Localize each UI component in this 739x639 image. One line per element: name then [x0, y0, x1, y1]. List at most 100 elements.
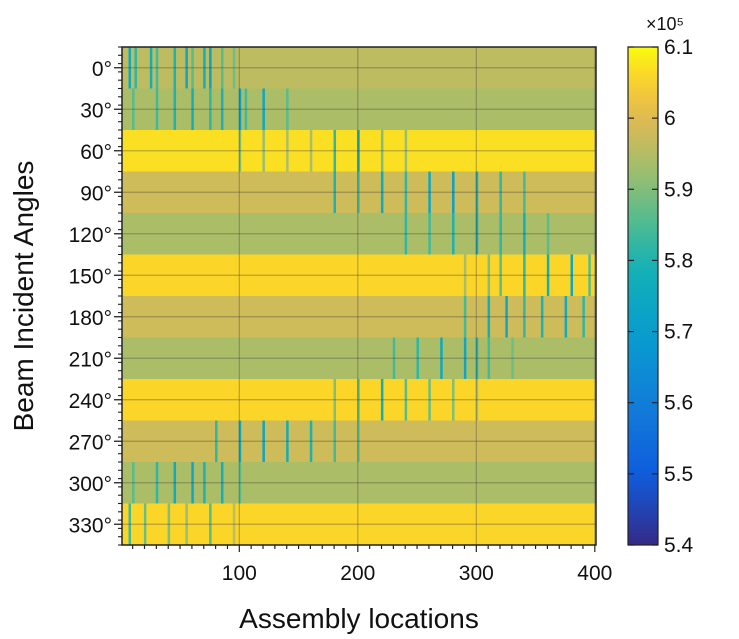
heatmap-cell [570, 254, 574, 296]
heatmap-cell [191, 88, 194, 130]
y-axis-ticks: 0° 30° 60° 90° 120° 150° 180° 210° 240° 270° 300° 3… [69, 46, 122, 546]
heatmap-cell [523, 213, 526, 255]
y-axis-label: Beam Incident Angles [8, 161, 39, 432]
colorbar [627, 46, 659, 546]
heatmap-cell [440, 337, 443, 379]
heatmap-cell [540, 296, 544, 338]
colorbar-ticks: 5.4 5.5 5.6 5.7 5.8 5.9 6 6.1 [628, 36, 694, 557]
heatmap-cell [209, 88, 212, 130]
heatmap-cell [333, 379, 337, 421]
heatmap-cell [191, 47, 194, 89]
heatmap-row [122, 254, 596, 296]
heatmap-cell [380, 171, 384, 213]
x-tick-label: 300 [459, 562, 494, 585]
heatmap-cell [582, 296, 585, 338]
heatmap-cell [262, 88, 265, 130]
colorbar-tick-label: 5.5 [664, 463, 693, 486]
colorbar-tick-label: 6 [664, 107, 676, 130]
heatmap-cell [523, 254, 526, 296]
heatmap-cell [309, 420, 313, 462]
y-tick-label: 330° [69, 514, 112, 537]
heatmap-cell [505, 296, 508, 338]
heatmap-cell [487, 254, 491, 296]
heatmap-cell [238, 420, 242, 462]
heatmap-cell [564, 296, 568, 338]
heatmap-cell [404, 379, 408, 421]
heatmap-cell [404, 171, 408, 213]
heatmap-cell [286, 88, 289, 130]
heatmap-cell [475, 337, 479, 379]
heatmap-cell [128, 503, 132, 545]
heatmap-cell [155, 88, 159, 130]
heatmap-cell [333, 420, 337, 462]
colorbar-tick-label: 5.7 [664, 321, 693, 344]
heatmap-cell [523, 296, 526, 338]
heatmap-row [122, 47, 596, 89]
heatmap-cell [475, 213, 479, 255]
heatmap-cell [463, 337, 467, 379]
heatmap-cell [499, 254, 502, 296]
heatmap-cell [209, 47, 212, 89]
heatmap-cell [428, 213, 431, 255]
heatmap-cell [167, 503, 171, 545]
heatmap-cell [487, 296, 491, 338]
heatmap-cell [286, 420, 289, 462]
x-tick-label: 100 [222, 562, 257, 585]
heatmap-cell [238, 462, 242, 504]
heatmap-cell [428, 171, 431, 213]
heatmap-cell [286, 130, 289, 172]
colorbar-tick-label: 6.1 [664, 36, 693, 59]
heatmap-cell [380, 379, 384, 421]
x-tick-label: 400 [577, 562, 612, 585]
y-tick-label: 30° [80, 99, 112, 122]
heatmap-cell [588, 254, 591, 296]
heatmap-cell [132, 88, 135, 130]
heatmap-cell [333, 171, 337, 213]
heatmap-cell [173, 88, 177, 130]
heatmap-cells [122, 47, 596, 545]
heatmap-row [122, 213, 596, 255]
heatmap-cell [203, 47, 206, 89]
heatmap-cell [232, 503, 236, 545]
heatmap-cell [499, 171, 502, 213]
heatmap-cell [452, 379, 455, 421]
heatmap-cell [128, 47, 132, 89]
heatmap-row [122, 88, 596, 130]
heatmap-cell [173, 462, 177, 504]
y-tick-label: 240° [69, 390, 112, 413]
heatmap-cell [209, 503, 212, 545]
heatmap-cell [546, 213, 550, 255]
heatmap-cell [215, 420, 218, 462]
x-tick-label: 200 [340, 562, 375, 585]
heatmap-cell [220, 462, 224, 504]
heatmap-cell [134, 47, 137, 89]
heatmap-cell [185, 47, 188, 89]
heatmap-cell [143, 503, 147, 545]
y-tick-label: 180° [69, 307, 112, 330]
colorbar-tick-label: 5.8 [664, 249, 693, 272]
heatmap-cell [220, 88, 224, 130]
heatmap-cell [463, 254, 467, 296]
heatmap-cell [238, 88, 242, 130]
y-tick-label: 120° [69, 224, 112, 247]
heatmap-cell [262, 420, 265, 462]
grid-lines [122, 47, 596, 545]
heatmap-cell [155, 462, 159, 504]
heatmap-cell [203, 462, 206, 504]
colorbar-tick-label: 5.4 [664, 534, 694, 557]
heatmap-cell [404, 213, 408, 255]
heatmap-cell [149, 47, 153, 89]
heatmap-cell [262, 130, 265, 172]
x-axis-ticks: 100 200 300 400 [132, 545, 612, 585]
heatmap-cell [416, 337, 419, 379]
heatmap-cell [309, 130, 313, 172]
heatmap-cell [132, 462, 135, 504]
heatmap-cell [475, 171, 479, 213]
heatmap-cell [185, 503, 188, 545]
heatmap-cell [220, 47, 224, 89]
y-tick-label: 210° [69, 348, 112, 371]
y-tick-label: 0° [92, 58, 112, 81]
heatmap-cell [523, 171, 526, 213]
heatmap-cell [173, 47, 177, 89]
y-tick-label: 300° [69, 473, 112, 496]
